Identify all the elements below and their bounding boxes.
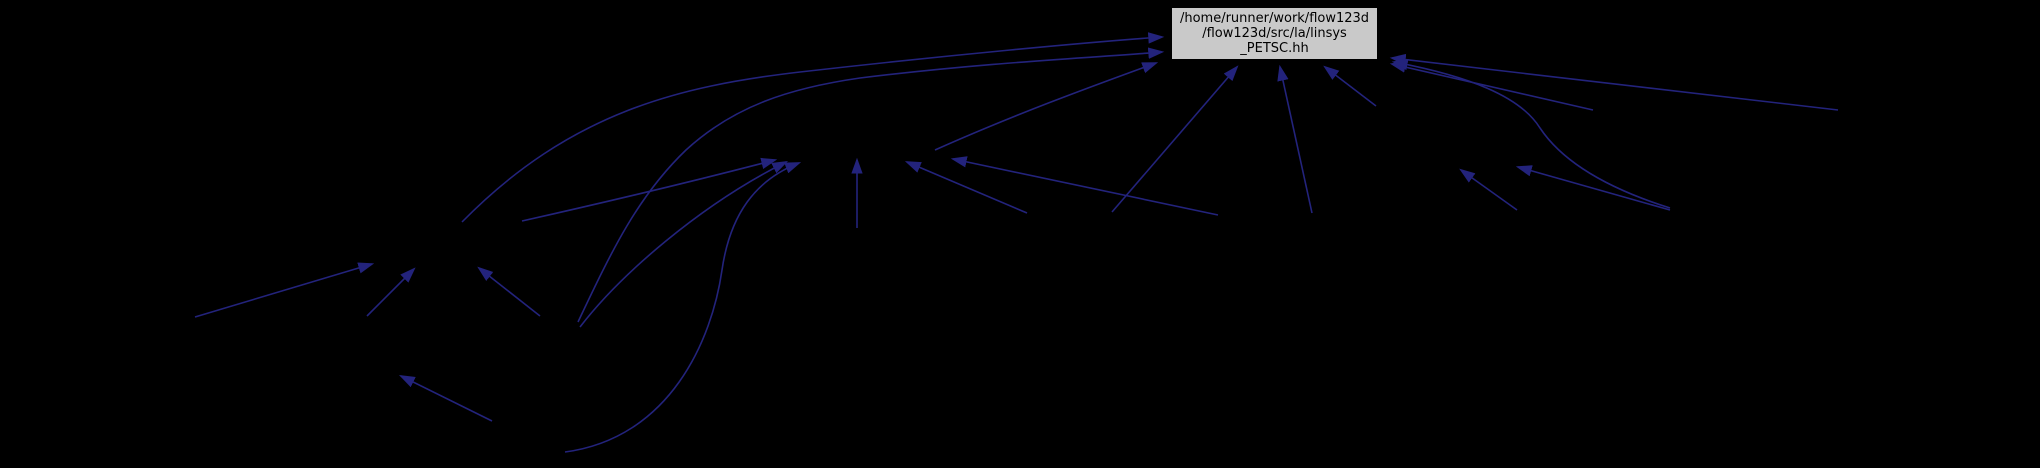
node-label-line: /flow123d/src/la/linsys bbox=[1202, 26, 1347, 41]
graph-edge bbox=[461, 32, 1165, 223]
graph-edge bbox=[1459, 168, 1518, 211]
graph-edge bbox=[1323, 65, 1377, 107]
node-label-line: _PETSC.hh bbox=[1240, 41, 1309, 56]
graph-edge bbox=[577, 47, 1165, 323]
graph-edge bbox=[194, 262, 375, 318]
graph-node-linsys-petsc[interactable]: /home/runner/work/flow123d /flow123d/src… bbox=[1171, 7, 1378, 60]
graph-edge bbox=[366, 267, 416, 317]
graph-edge bbox=[950, 156, 1219, 216]
graph-edge bbox=[904, 161, 1028, 214]
graph-edge bbox=[564, 162, 802, 453]
graph-edge bbox=[1111, 65, 1239, 213]
graph-edge bbox=[579, 160, 789, 328]
graph-edge bbox=[521, 157, 778, 222]
graph-edge bbox=[1389, 53, 1839, 111]
graph-edge bbox=[1391, 58, 1671, 209]
graph-edge bbox=[1515, 165, 1671, 211]
graph-edge bbox=[477, 266, 541, 317]
graph-edge bbox=[1389, 61, 1594, 111]
node-label-line: /home/runner/work/flow123d bbox=[1179, 11, 1370, 26]
graph-edge bbox=[398, 374, 493, 422]
graph-edge bbox=[934, 62, 1159, 151]
graph-edge bbox=[1277, 64, 1313, 214]
